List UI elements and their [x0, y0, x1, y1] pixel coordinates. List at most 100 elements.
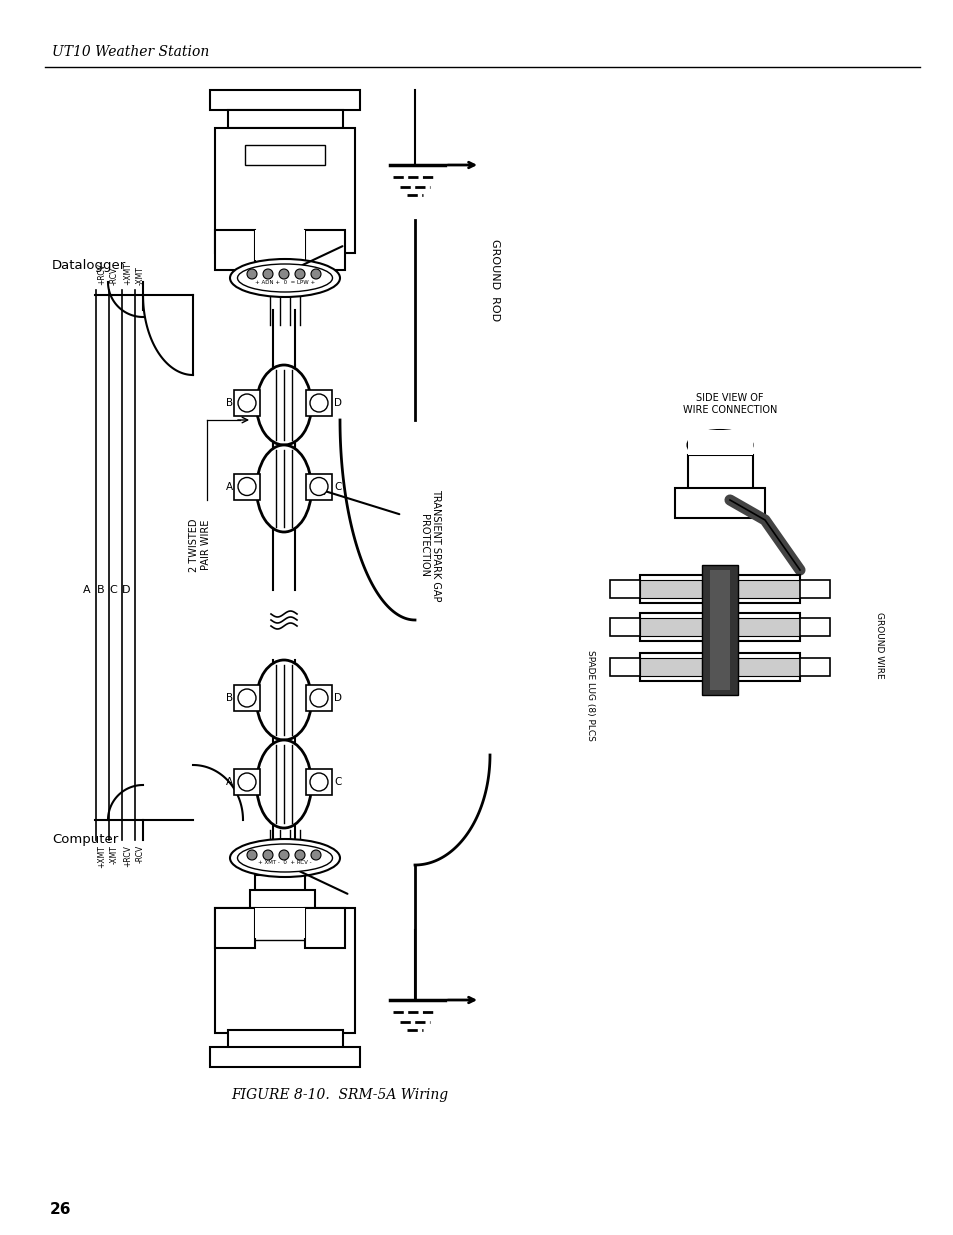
Text: TRANSIENT SPARK GAP
PROTECTION: TRANSIENT SPARK GAP PROTECTION	[418, 489, 440, 601]
Text: + ADN +  0  = LPW +: + ADN + 0 = LPW +	[254, 279, 314, 284]
Text: D: D	[334, 693, 341, 703]
Bar	[639, 576, 800, 603]
Text: -XMT: -XMT	[136, 266, 145, 285]
Text: GROUND  ROD: GROUND ROD	[490, 238, 499, 321]
Bar	[800, 580, 829, 598]
Text: +RCV: +RCV	[123, 845, 132, 867]
Ellipse shape	[310, 394, 328, 412]
Ellipse shape	[237, 394, 255, 412]
Bar	[214, 230, 254, 270]
Ellipse shape	[230, 839, 339, 877]
Bar	[233, 685, 260, 711]
Ellipse shape	[247, 269, 256, 279]
Bar	[254, 876, 305, 893]
Bar	[210, 90, 359, 110]
Ellipse shape	[237, 478, 255, 495]
Text: -RCV: -RCV	[110, 267, 119, 285]
Text: A: A	[226, 482, 233, 492]
Bar	[687, 454, 752, 490]
Bar	[233, 473, 260, 499]
Ellipse shape	[237, 264, 333, 291]
Ellipse shape	[310, 773, 328, 790]
Bar	[709, 571, 729, 690]
Bar	[609, 580, 639, 598]
Text: +XMT: +XMT	[97, 845, 106, 868]
Ellipse shape	[310, 478, 328, 495]
Bar	[254, 908, 305, 939]
Ellipse shape	[311, 850, 320, 860]
Text: B: B	[226, 398, 233, 408]
Text: 26: 26	[50, 1203, 71, 1218]
Ellipse shape	[237, 773, 255, 790]
Bar	[639, 580, 701, 598]
Bar	[214, 908, 254, 948]
Text: C: C	[334, 482, 341, 492]
Text: Computer: Computer	[52, 834, 118, 846]
Bar	[609, 618, 639, 636]
Bar	[639, 613, 800, 641]
Text: UT10 Weather Station: UT10 Weather Station	[52, 44, 209, 59]
Bar	[738, 580, 800, 598]
Bar	[306, 473, 332, 499]
Text: D: D	[121, 585, 130, 595]
Ellipse shape	[256, 366, 312, 445]
Text: Datalogger: Datalogger	[52, 258, 126, 272]
Ellipse shape	[263, 850, 273, 860]
Bar	[738, 618, 800, 636]
Ellipse shape	[256, 740, 312, 827]
Ellipse shape	[263, 269, 273, 279]
Text: +RCV: +RCV	[97, 263, 106, 285]
Bar	[800, 658, 829, 676]
Text: D: D	[334, 398, 341, 408]
Text: FIGURE 8-10.  SRM-5A Wiring: FIGURE 8-10. SRM-5A Wiring	[232, 1088, 448, 1102]
Bar	[214, 908, 355, 1032]
Bar	[245, 144, 325, 165]
Bar	[687, 430, 752, 454]
Bar	[250, 890, 314, 910]
Bar	[701, 564, 738, 695]
Ellipse shape	[237, 689, 255, 706]
Bar	[639, 653, 800, 680]
Bar	[800, 618, 829, 636]
Ellipse shape	[247, 850, 256, 860]
Ellipse shape	[294, 850, 305, 860]
Bar	[245, 920, 325, 940]
Bar	[639, 618, 701, 636]
Ellipse shape	[230, 259, 339, 296]
Bar	[639, 658, 701, 676]
Text: -XMT: -XMT	[110, 845, 119, 863]
Bar	[306, 685, 332, 711]
Ellipse shape	[237, 844, 333, 872]
Ellipse shape	[687, 430, 752, 459]
Ellipse shape	[278, 269, 289, 279]
Text: 2 TWISTED
PAIR WIRE: 2 TWISTED PAIR WIRE	[189, 519, 211, 572]
Text: -RCV: -RCV	[136, 845, 145, 863]
Bar	[305, 908, 345, 948]
Text: SPADE LUG (8) PLCS: SPADE LUG (8) PLCS	[585, 650, 595, 741]
Ellipse shape	[310, 689, 328, 706]
Ellipse shape	[256, 659, 312, 740]
Ellipse shape	[256, 445, 312, 532]
Bar	[675, 488, 764, 517]
Text: B: B	[96, 585, 104, 595]
Bar	[228, 1030, 343, 1049]
Bar	[306, 769, 332, 795]
Bar	[228, 110, 343, 128]
Text: +XMT: +XMT	[123, 262, 132, 285]
Text: A: A	[226, 777, 233, 787]
Text: B: B	[226, 693, 233, 703]
Bar	[305, 230, 345, 270]
Text: + XMT -  0  + RCV -: + XMT - 0 + RCV -	[258, 860, 312, 864]
Bar	[609, 658, 639, 676]
Text: C: C	[110, 585, 117, 595]
Bar	[738, 658, 800, 676]
Text: A: A	[83, 585, 91, 595]
Text: GROUND WIRE: GROUND WIRE	[874, 611, 883, 678]
Ellipse shape	[278, 850, 289, 860]
Text: C: C	[334, 777, 341, 787]
Bar	[214, 128, 355, 253]
Text: SIDE VIEW OF
WIRE CONNECTION: SIDE VIEW OF WIRE CONNECTION	[682, 393, 777, 415]
Bar	[210, 1047, 359, 1067]
Ellipse shape	[294, 269, 305, 279]
Ellipse shape	[311, 269, 320, 279]
